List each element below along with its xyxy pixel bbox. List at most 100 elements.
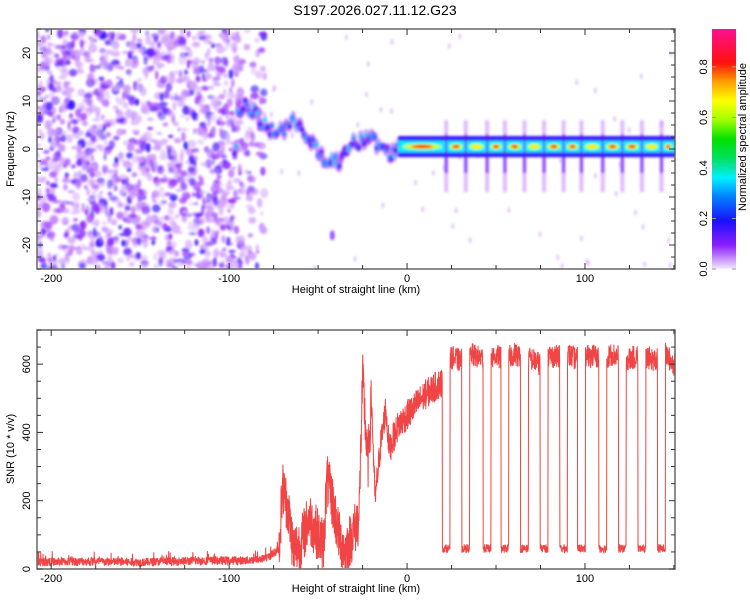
carrier-gap <box>660 138 663 155</box>
carrier-blob <box>357 145 361 151</box>
colorbar-tick-label: 0.2 <box>698 211 710 226</box>
noise-blob <box>96 264 101 269</box>
noise-blob <box>218 198 227 207</box>
noise-blob <box>200 60 205 64</box>
noise-blob <box>158 101 168 108</box>
noise-blob <box>238 189 241 193</box>
noise-blob <box>185 117 190 121</box>
noise-blob <box>92 170 102 178</box>
noise-blob <box>104 90 110 100</box>
bottom-y-ticks: 0 200 400 600 <box>21 329 675 572</box>
noise-blob <box>224 204 234 208</box>
noise-blob <box>58 259 66 265</box>
noise-blob <box>136 38 143 42</box>
noise-blob <box>245 194 254 202</box>
noise-blob <box>213 100 219 111</box>
noise-blob <box>155 70 159 80</box>
noise-blob <box>634 209 637 216</box>
noise-blob <box>200 217 205 224</box>
noise-blob <box>70 32 79 41</box>
noise-blob <box>44 94 49 99</box>
noise-blob <box>111 50 121 57</box>
noise-blob <box>226 236 231 246</box>
noise-blob <box>40 230 47 235</box>
noise-blob <box>458 33 462 40</box>
noise-blob <box>80 112 88 121</box>
x-tick-label: 0 <box>404 273 410 285</box>
noise-blob <box>226 133 231 144</box>
noise-blob <box>152 204 161 213</box>
noise-blob <box>186 264 192 269</box>
noise-blob <box>230 95 234 99</box>
noise-blob <box>92 38 98 43</box>
noise-blob <box>135 224 143 230</box>
noise-blob <box>191 148 200 153</box>
noise-blob <box>216 174 222 179</box>
noise-blob <box>92 165 97 169</box>
noise-blob <box>181 39 186 46</box>
noise-blob <box>48 136 53 143</box>
colorbar: 0.0 0.2 0.4 0.6 0.8 Normalized spectral ampl… <box>698 29 749 277</box>
noise-blob <box>235 30 240 39</box>
noise-blob <box>174 214 180 219</box>
noise-blob <box>99 191 103 195</box>
noise-blob <box>87 72 95 82</box>
noise-blob <box>171 55 175 64</box>
noise-blob <box>313 265 317 269</box>
noise-blob <box>49 147 54 151</box>
noise-blob <box>182 210 189 214</box>
noise-blob <box>89 243 96 248</box>
noise-blob <box>66 50 71 56</box>
noise-blob <box>49 56 54 65</box>
noise-blob <box>184 52 189 56</box>
noise-blob <box>180 182 188 191</box>
noise-blob <box>205 211 210 220</box>
noise-blob <box>38 258 47 263</box>
noise-blob <box>250 85 259 93</box>
noise-blob <box>56 114 62 121</box>
noise-blob <box>81 244 86 250</box>
carrier-gap <box>621 138 624 155</box>
noise-blob <box>61 217 70 225</box>
noise-blob <box>169 193 178 202</box>
noise-blob <box>228 69 234 80</box>
carrier-blob <box>287 123 292 129</box>
noise-blob <box>381 202 385 209</box>
noise-blob <box>145 100 152 106</box>
noise-blob <box>95 107 101 114</box>
noise-blob <box>182 105 190 116</box>
carrier-blob <box>250 113 255 119</box>
noise-blob <box>118 154 125 163</box>
noise-blob <box>172 101 177 111</box>
carrier-gap <box>580 138 583 155</box>
noise-blob <box>213 239 217 244</box>
noise-blob <box>199 190 203 195</box>
noise-blob <box>260 188 269 199</box>
noise-blob <box>159 186 164 192</box>
noise-blob <box>196 139 205 145</box>
noise-blob <box>585 258 589 265</box>
noise-blob <box>206 192 211 203</box>
noise-blob <box>218 262 225 268</box>
noise-blob <box>218 205 224 216</box>
noise-blob <box>105 122 112 128</box>
noise-blob <box>176 164 182 173</box>
noise-blob <box>223 80 229 87</box>
noise-blob <box>365 91 368 98</box>
noise-blob <box>188 80 198 90</box>
noise-blob <box>77 102 86 111</box>
noise-blob <box>104 54 108 64</box>
noise-blob <box>157 140 166 147</box>
carrier-blob <box>234 144 239 150</box>
noise-blob <box>85 50 90 57</box>
noise-blob <box>177 100 185 107</box>
noise-blob <box>157 62 165 68</box>
noise-blob <box>104 139 108 147</box>
noise-blob <box>166 147 172 157</box>
noise-blob <box>177 230 183 235</box>
noise-blob <box>116 211 124 220</box>
noise-blob <box>260 211 264 216</box>
noise-blob <box>75 179 82 190</box>
noise-blob <box>144 69 149 80</box>
y-tick-label: -20 <box>21 237 33 253</box>
